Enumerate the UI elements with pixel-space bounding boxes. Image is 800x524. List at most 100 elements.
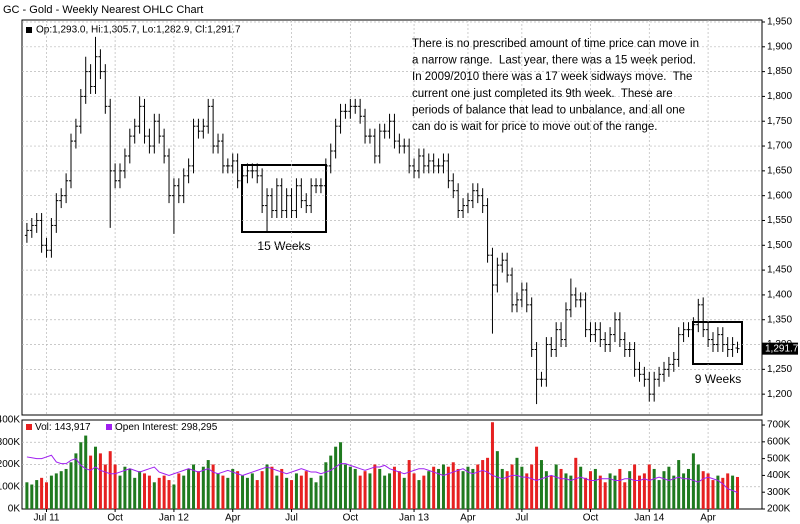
volume-bar [339,442,343,509]
y-tick-label: 300K [0,437,20,448]
range-box [692,321,743,365]
y-tick-label: 1,350 [767,314,792,325]
y2-tick-label: 300K [767,487,791,498]
volume-bar [373,464,377,509]
volume-bar [118,475,122,509]
volume-bar [490,422,494,509]
annotation-line: In 2009/2010 there was a 17 week sidways… [412,71,692,83]
volume-bar [677,460,681,509]
volume-bar [505,471,509,509]
volume-bar [407,460,411,509]
volume-bar [133,477,137,509]
y-tick-label: 1,600 [767,190,792,201]
volume-bar [35,480,39,509]
volume-bar [94,446,98,509]
volume-bar [613,475,617,509]
y-tick-label: 1,850 [767,66,792,77]
volume-bar [304,471,308,509]
volume-bar [147,475,151,509]
volume-bar [89,455,93,509]
legend-swatch [26,424,32,430]
volume-bar [711,480,715,509]
volume-bar [196,471,200,509]
volume-bar [348,466,352,509]
volume-bar [152,482,156,509]
y-tick-label: 1,950 [767,17,792,28]
x-tick-label: Jul [285,513,298,524]
volume-bar [138,471,142,509]
volume-bar [662,471,666,509]
volume-bar [182,475,186,509]
volume-bar [84,435,88,509]
range-box [241,164,327,233]
legend-swatch [106,424,112,430]
volume-bar [422,475,426,509]
y-tick-label: 1,900 [767,41,792,52]
volume-bar [250,473,254,509]
volume-bar [716,475,720,509]
y-tick-label: 400K [0,415,20,426]
volume-bar [45,482,49,509]
volume-bar [642,473,646,509]
volume-bar [177,473,181,509]
volume-bar [486,457,490,509]
volume-bar [515,457,519,509]
volume-bar [706,473,710,509]
volume-bar [696,464,700,509]
volume-bar [402,477,406,509]
annotation-line: periods of balance that lead to unbalanc… [412,104,685,116]
volume-bar [40,477,44,509]
volume-bar [437,468,441,509]
volume-bar [412,473,416,509]
volume-bar [378,468,382,509]
volume-bar [397,471,401,509]
legend-label: Open Interest: 298,295 [115,422,218,433]
last-close-label: 1,291.7 [765,343,799,354]
x-tick-label: Jan 13 [399,513,429,524]
volume-bar [388,473,392,509]
volume-bar [363,471,367,509]
volume-bar [270,466,274,509]
volume-bar [584,477,588,509]
volume-bar [554,464,558,509]
volume-bar [579,466,583,509]
volume-bar [731,475,735,509]
volume-bar [618,468,622,509]
volume-bar [260,471,264,509]
volume-bar [686,468,690,509]
volume-bar [319,475,323,509]
volume-bar [309,477,313,509]
volume-bar [103,464,107,509]
y2-tick-label: 700K [767,420,791,431]
volume-bar [682,473,686,509]
volume-bar [358,475,362,509]
volume-bar [544,471,548,509]
y2-tick-label: 500K [767,453,791,464]
volume-bar [255,480,259,509]
volume-bar [691,453,695,509]
volume-bar [637,475,641,509]
volume-bar [128,468,132,509]
volume-bar [647,464,651,509]
legend-swatch [26,27,32,33]
volume-bar [172,484,176,509]
volume-bar [530,464,534,509]
volume-bar [461,471,465,509]
volume-bar [476,464,480,509]
volume-bar [314,482,318,509]
volume-bar [495,451,499,509]
chart-title: GC - Gold - Weekly Nearest OHLC Chart [3,4,203,16]
volume-bar [231,468,235,509]
y-tick-label: 200K [0,459,20,470]
x-tick-label: Oct [343,513,359,524]
volume-bar [113,464,117,509]
volume-bar [25,482,29,509]
volume-bar [167,480,171,509]
volume-bar [633,464,637,509]
volume-bar [299,475,303,509]
volume-bar [652,468,656,509]
y-tick-label: 1,400 [767,290,792,301]
volume-bar [383,475,387,509]
volume-bar [701,471,705,509]
open-interest-line [26,454,738,493]
